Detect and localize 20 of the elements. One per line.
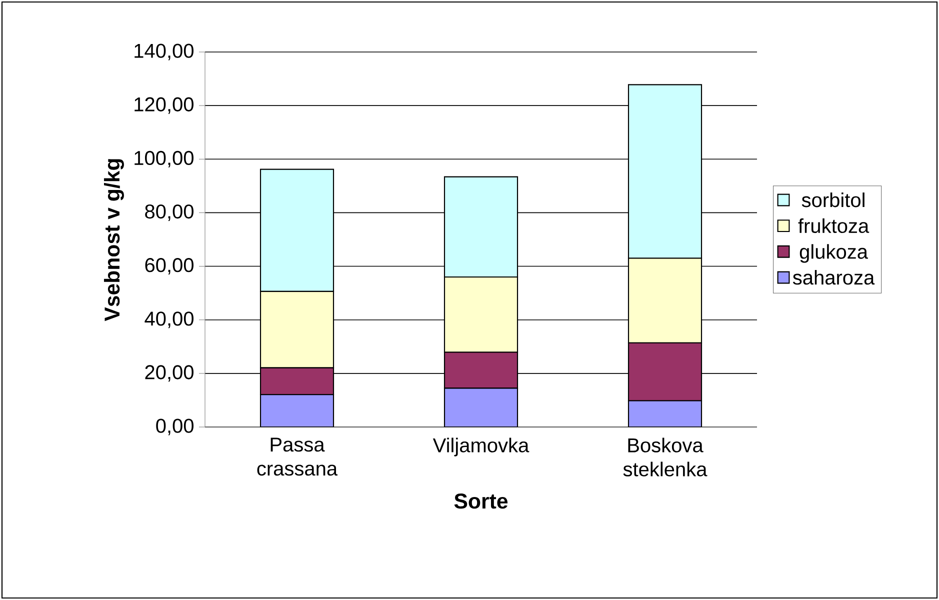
x-tick-label: Passa crassana	[257, 438, 338, 476]
y-tick-label: 0,00	[156, 418, 194, 436]
legend-label: sorbitol	[802, 192, 864, 208]
legend-label: saharoza	[792, 270, 875, 285]
bar	[260, 394, 334, 427]
bar	[628, 400, 702, 427]
bar	[444, 388, 518, 427]
x-tick-label: Boskova steklenka	[623, 438, 708, 476]
x-axis-title: Sorte	[454, 494, 508, 509]
legend-label: glukoza	[800, 244, 868, 263]
y-tick-label: 80,00	[145, 204, 194, 221]
y-tick-label: 140,00	[134, 44, 194, 60]
legend-label: fruktoza	[798, 218, 870, 234]
y-tick-label: 40,00	[144, 312, 194, 328]
y-axis-title: Vsebnost v g/kg	[104, 159, 124, 322]
y-tick-label: 100,00	[134, 150, 194, 168]
y-tick-label: 60,00	[145, 258, 194, 275]
x-tick-label: Viljamovka	[432, 438, 530, 456]
y-tick-label: 20,00	[145, 365, 194, 382]
y-tick-label: 120,00	[134, 97, 194, 114]
